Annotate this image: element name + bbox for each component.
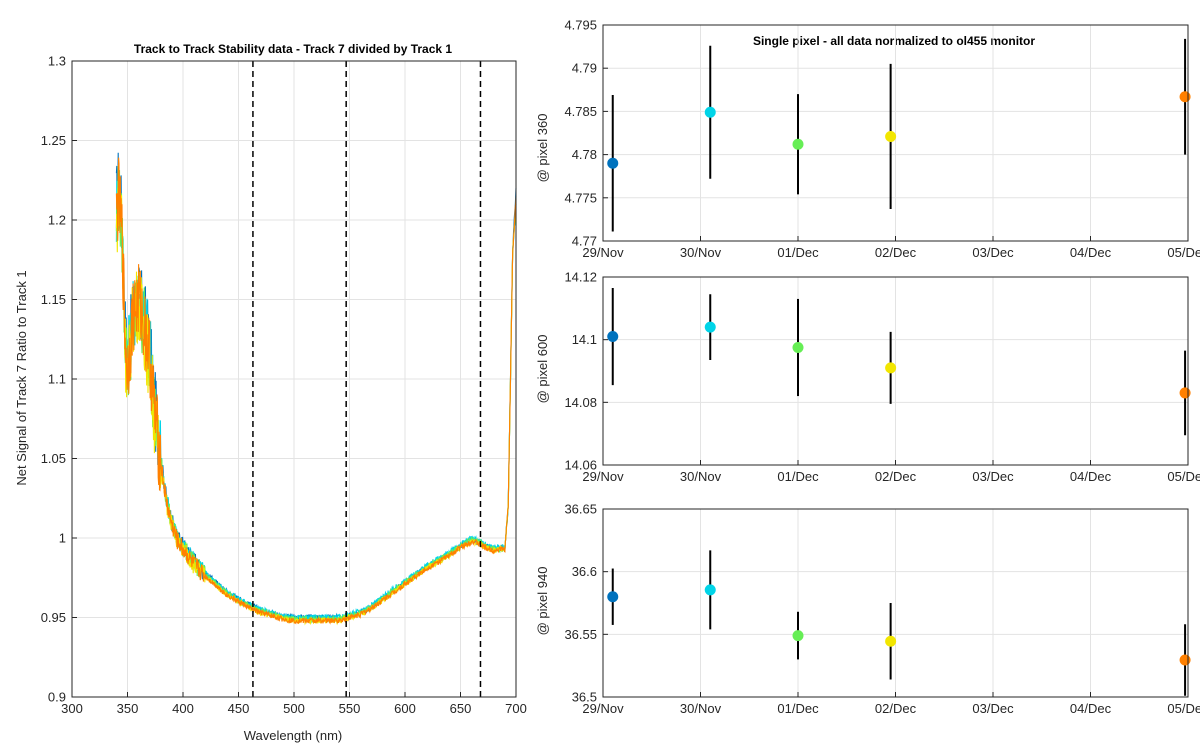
data-point <box>792 630 804 642</box>
left-chart-title: Track to Track Stability data - Track 7 … <box>134 42 452 56</box>
x-tick-label: 04/Dec <box>1070 469 1112 484</box>
x-tick-label: 700 <box>505 701 527 716</box>
x-tick-label: 01/Dec <box>777 701 819 716</box>
x-tick-label: 05/Dec <box>1167 701 1200 716</box>
x-tick-label: 300 <box>61 701 83 716</box>
y-tick-label: 4.795 <box>564 18 597 33</box>
x-tick-label: 04/Dec <box>1070 245 1112 260</box>
x-tick-label: 04/Dec <box>1070 701 1112 716</box>
y-tick-label: 4.77 <box>572 234 597 249</box>
x-tick-label: 05/Dec <box>1167 469 1200 484</box>
pixel-360-chart: Single pixel - all data normalized to ol… <box>535 18 1200 261</box>
y-tick-label: 1.05 <box>41 451 66 466</box>
y-tick-label: 14.1 <box>572 332 597 347</box>
x-tick-label: 02/Dec <box>875 245 917 260</box>
data-point <box>607 157 619 169</box>
pixel-940-ylabel: @ pixel 940 <box>535 567 550 636</box>
data-point <box>704 321 716 333</box>
left-chart-xlabel: Wavelength (nm) <box>244 728 343 743</box>
y-tick-label: 1.1 <box>48 372 66 387</box>
y-tick-label: 36.6 <box>572 564 597 579</box>
data-point <box>607 331 619 343</box>
data-point <box>792 342 804 353</box>
data-point <box>607 591 619 603</box>
data-point <box>885 130 897 142</box>
y-tick-label: 14.12 <box>564 270 597 285</box>
x-tick-label: 550 <box>339 701 361 716</box>
x-tick-label: 500 <box>283 701 305 716</box>
x-tick-label: 01/Dec <box>777 245 819 260</box>
stability-ratio-chart: Track to Track Stability data - Track 7 … <box>14 42 527 743</box>
x-tick-label: 03/Dec <box>972 701 1014 716</box>
x-tick-label: 29/Nov <box>582 701 624 716</box>
y-tick-label: 1.25 <box>41 133 66 148</box>
x-tick-label: 03/Dec <box>972 469 1014 484</box>
x-tick-label: 29/Nov <box>582 245 624 260</box>
x-tick-label: 01/Dec <box>777 469 819 484</box>
series-line <box>115 157 517 625</box>
left-chart-ylabel: Net Signal of Track 7 Ratio to Track 1 <box>14 270 29 485</box>
y-tick-label: 36.55 <box>564 627 597 642</box>
pixel-940-chart: @ pixel 940 29/Nov 30/Nov 01/Dec 02/Dec 03/D… <box>535 502 1200 717</box>
y-tick-label: 1.2 <box>48 213 66 228</box>
x-tick-label: 650 <box>450 701 472 716</box>
y-tick-label: 36.65 <box>564 502 597 517</box>
y-tick-label: 36.5 <box>572 690 597 705</box>
y-tick-label: 4.78 <box>572 147 597 162</box>
x-tick-label: 450 <box>228 701 250 716</box>
data-point <box>1179 387 1191 399</box>
x-tick-label: 29/Nov <box>582 469 624 484</box>
x-tick-label: 350 <box>117 701 139 716</box>
x-tick-label: 30/Nov <box>680 245 722 260</box>
data-point <box>885 635 897 647</box>
data-point <box>1179 91 1191 103</box>
y-tick-label: 4.79 <box>572 61 597 76</box>
y-tick-label: 1.3 <box>48 54 66 69</box>
x-tick-label: 30/Nov <box>680 701 722 716</box>
y-tick-label: 4.775 <box>564 190 597 205</box>
data-point <box>1179 654 1191 666</box>
y-tick-label: 1.15 <box>41 292 66 307</box>
y-tick-label: 1 <box>59 531 66 546</box>
pixel-600-chart: @ pixel 600 29/Nov 30/Nov 01/Dec 02/Dec 03/D… <box>535 270 1200 485</box>
x-tick-label: 30/Nov <box>680 469 722 484</box>
x-tick-label: 02/Dec <box>875 469 917 484</box>
x-tick-label: 02/Dec <box>875 701 917 716</box>
pixel-600-ylabel: @ pixel 600 <box>535 335 550 404</box>
x-tick-label: 600 <box>394 701 416 716</box>
x-tick-label: 05/Dec <box>1167 245 1200 260</box>
y-tick-label: 0.9 <box>48 690 66 705</box>
y-tick-label: 0.95 <box>41 610 66 625</box>
data-point <box>704 106 716 118</box>
right-charts-title: Single pixel - all data normalized to ol… <box>753 34 1035 48</box>
y-tick-label: 14.08 <box>564 395 597 410</box>
data-point <box>704 584 716 596</box>
y-tick-label: 14.06 <box>564 458 597 473</box>
x-tick-label: 400 <box>172 701 194 716</box>
y-tick-label: 4.785 <box>564 104 597 119</box>
pixel-360-ylabel: @ pixel 360 <box>535 114 550 183</box>
x-tick-label: 03/Dec <box>972 245 1014 260</box>
data-point <box>792 138 804 150</box>
data-point <box>885 362 897 374</box>
